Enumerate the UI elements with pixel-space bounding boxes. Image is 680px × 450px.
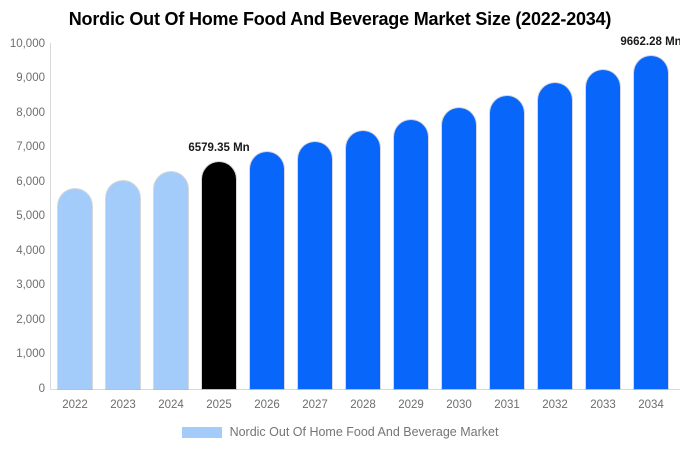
x-tick-label-2026: 2026 [254, 399, 280, 411]
bar-2028 [346, 130, 380, 389]
bar-2032 [538, 82, 572, 389]
data-label-2034: 9662.28 Mn [620, 35, 680, 48]
y-tick-label: 8,000 [16, 106, 45, 119]
bar-2026 [250, 152, 284, 389]
data-label-2025: 6579.35 Mn [188, 142, 250, 154]
y-axis-line [50, 43, 51, 389]
chart-title: Nordic Out Of Home Food And Beverage Mar… [68, 9, 612, 29]
bar-2022 [58, 189, 92, 389]
bar-2034 [634, 55, 668, 389]
bar-2023 [106, 180, 140, 389]
x-tick-label-2030: 2030 [446, 399, 472, 411]
x-tick-label-2032: 2032 [542, 399, 568, 411]
y-tick-label: 3,000 [16, 279, 45, 291]
y-tick-label: 4,000 [16, 244, 45, 257]
y-tick-label: 0 [38, 382, 45, 395]
x-tick-label-2024: 2024 [158, 399, 184, 411]
bar-2029 [394, 119, 428, 389]
x-tick-label-2028: 2028 [350, 399, 376, 411]
bar-2025 [202, 162, 236, 389]
x-tick-label-2031: 2031 [494, 399, 520, 411]
legend: Nordic Out Of Home Food And Beverage Mar… [0, 425, 680, 439]
y-tick-label: 1,000 [16, 348, 45, 360]
x-tick-label-2027: 2027 [302, 399, 328, 411]
x-tick-label-2022: 2022 [62, 399, 88, 411]
y-tick-label: 2,000 [16, 313, 45, 326]
bar-2024 [154, 171, 188, 389]
bar-2030 [442, 107, 476, 389]
bar-2031 [490, 95, 524, 389]
x-tick-label-2025: 2025 [206, 399, 232, 411]
y-tick-label: 10,000 [9, 37, 45, 50]
x-tick-label-2029: 2029 [398, 399, 424, 411]
legend-swatch [181, 426, 222, 438]
x-axis-line [50, 389, 680, 390]
legend-label: Nordic Out Of Home Food And Beverage Mar… [229, 425, 499, 439]
x-tick-label-2034: 2034 [638, 399, 664, 411]
y-tick-label: 9,000 [16, 72, 45, 84]
y-tick-label: 6,000 [16, 175, 45, 188]
y-tick-label: 7,000 [16, 141, 45, 153]
bar-2027 [298, 141, 332, 389]
x-tick-label-2023: 2023 [110, 399, 136, 411]
x-tick-label-2033: 2033 [590, 399, 616, 411]
bar-2033 [586, 69, 620, 389]
y-tick-label: 5,000 [16, 210, 45, 222]
